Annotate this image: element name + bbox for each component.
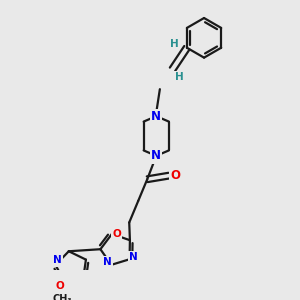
- Text: N: N: [103, 257, 112, 267]
- Text: CH₃: CH₃: [53, 294, 72, 300]
- Text: O: O: [112, 229, 121, 239]
- Text: N: N: [53, 256, 62, 266]
- Text: N: N: [151, 149, 161, 162]
- Text: O: O: [56, 281, 64, 291]
- Text: N: N: [151, 110, 161, 123]
- Text: H: H: [170, 39, 178, 49]
- Text: H: H: [175, 72, 184, 82]
- Text: N: N: [129, 252, 138, 262]
- Text: O: O: [170, 169, 180, 182]
